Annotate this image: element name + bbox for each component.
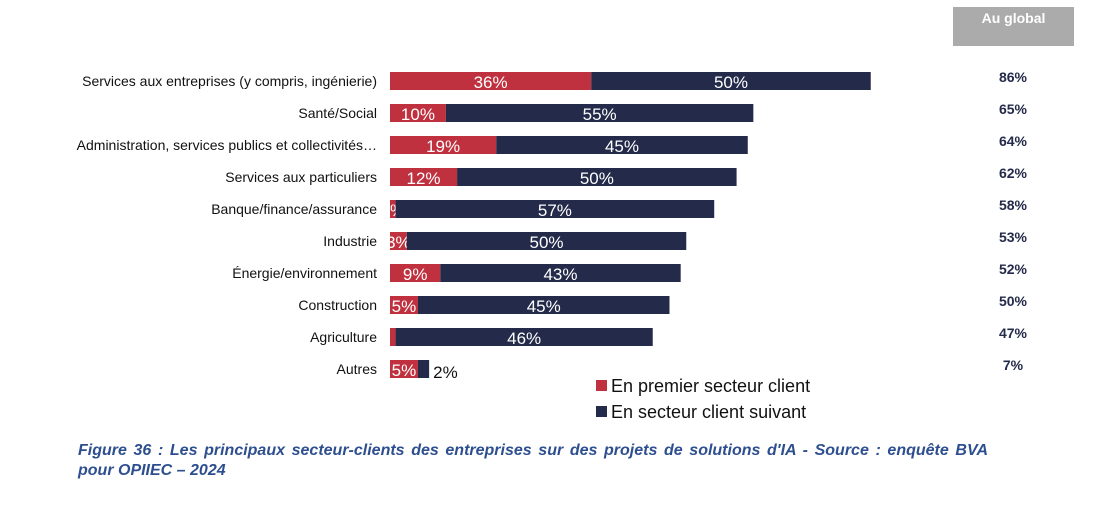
data-label: 36%: [474, 73, 508, 92]
bar-segment: [440, 264, 681, 282]
global-value: 86%: [999, 69, 1028, 85]
category-label: Services aux particuliers: [225, 169, 377, 185]
bar-segment: [390, 296, 418, 314]
global-value: 53%: [999, 229, 1028, 245]
global-value: 7%: [1003, 357, 1024, 373]
bar-segment: [390, 200, 396, 218]
global-value: 62%: [999, 165, 1028, 181]
category-label: Industrie: [323, 233, 377, 249]
bar-segment: [390, 232, 407, 250]
data-label: 45%: [527, 297, 561, 316]
legend-swatch: [596, 380, 607, 391]
bar-segment: [395, 328, 653, 346]
legend-swatch: [596, 406, 607, 417]
global-value: 58%: [999, 197, 1028, 213]
data-label: 50%: [714, 73, 748, 92]
category-label: Banque/finance/assurance: [211, 201, 377, 217]
bar-segment: [417, 296, 670, 314]
data-label: 5%: [392, 297, 417, 316]
data-label: 50%: [580, 169, 614, 188]
category-label: Agriculture: [310, 329, 377, 345]
bar-segment: [406, 232, 687, 250]
bar-segment: [390, 168, 458, 186]
data-label: 50%: [530, 233, 564, 252]
bar-segment: [390, 264, 441, 282]
bar-segment: [390, 136, 497, 154]
data-label: 3%: [386, 233, 411, 252]
legend-label: En premier secteur client: [611, 376, 810, 396]
data-label: 19%: [426, 137, 460, 156]
data-label: 5%: [392, 361, 417, 380]
bar-segment: [591, 72, 871, 90]
legend-label: En secteur client suivant: [611, 402, 806, 422]
stacked-bar-chart: Services aux entreprises (y compris, ing…: [77, 69, 1028, 422]
data-label: 45%: [605, 137, 639, 156]
data-label: 10%: [401, 105, 435, 124]
global-value: 50%: [999, 293, 1028, 309]
data-label: 9%: [403, 265, 428, 284]
bar-segment: [457, 168, 737, 186]
global-value: 47%: [999, 325, 1028, 341]
category-label: Services aux entreprises (y compris, ing…: [82, 73, 377, 89]
figure-caption: Figure 36 : Les principaux secteur-clien…: [78, 442, 988, 479]
data-label: 43%: [543, 265, 577, 284]
global-value: 52%: [999, 261, 1028, 277]
category-label: Santé/Social: [298, 105, 377, 121]
global-value: 64%: [999, 133, 1028, 149]
category-label: Administration, services publics et coll…: [77, 137, 377, 153]
bar-segment: [390, 328, 396, 346]
bar-segment: [417, 360, 430, 378]
global-value: 65%: [999, 101, 1028, 117]
data-label: 55%: [583, 105, 617, 124]
bar-segment: [390, 104, 446, 122]
bar-segment: [390, 360, 418, 378]
bar-segment: [390, 72, 592, 90]
category-label: Énergie/environnement: [232, 265, 377, 281]
data-label: 12%: [407, 169, 441, 188]
bar-segment: [496, 136, 748, 154]
global-column-header: Au global: [953, 7, 1074, 46]
category-label: Construction: [298, 297, 377, 313]
data-label: 2%: [433, 363, 458, 382]
category-label: Autres: [337, 361, 377, 377]
bar-segment: [395, 200, 715, 218]
data-label: 46%: [507, 329, 541, 348]
data-label: 57%: [538, 201, 572, 220]
bar-segment: [445, 104, 754, 122]
